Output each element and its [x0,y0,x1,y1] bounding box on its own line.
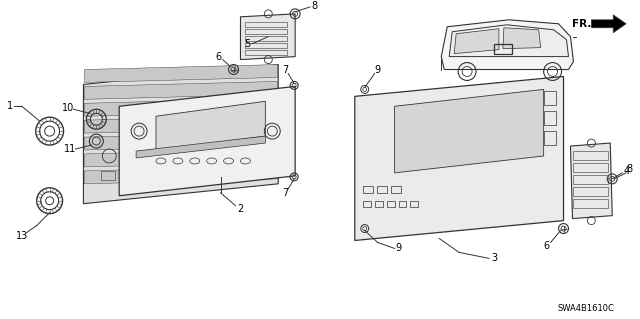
Bar [573,151,608,160]
Text: SWA4B1610C: SWA4B1610C [558,304,615,313]
Text: 7: 7 [282,188,289,198]
Polygon shape [84,115,277,133]
Bar [410,201,419,207]
Polygon shape [355,77,564,241]
Bar [573,199,608,208]
Text: 7: 7 [282,64,289,75]
Bar [246,29,287,34]
Bar [543,131,556,145]
Text: 3: 3 [491,253,497,263]
Polygon shape [591,15,626,33]
Text: 2: 2 [237,204,244,214]
Text: 9: 9 [374,64,381,75]
Text: FR.: FR. [572,19,591,29]
Text: 8: 8 [626,164,632,174]
Polygon shape [570,143,612,219]
Text: 5: 5 [244,39,251,49]
Bar [246,43,287,48]
Polygon shape [84,64,277,82]
Bar [377,186,387,193]
Polygon shape [241,14,295,60]
Polygon shape [84,81,277,99]
Polygon shape [84,98,277,116]
Text: 4: 4 [623,166,629,176]
Polygon shape [454,29,499,54]
Bar [363,201,371,207]
Text: 6: 6 [543,241,550,251]
Polygon shape [136,136,266,158]
Bar [543,91,556,105]
Polygon shape [503,28,541,48]
Bar [101,171,115,180]
Bar [390,186,401,193]
Text: 13: 13 [16,231,28,241]
Text: 10: 10 [62,103,75,113]
Polygon shape [441,20,573,70]
Bar [246,50,287,55]
Polygon shape [84,166,277,184]
Polygon shape [84,132,277,150]
Bar [573,187,608,196]
Bar [363,186,372,193]
Bar [494,44,512,54]
Bar [167,171,181,180]
Polygon shape [394,89,543,173]
Polygon shape [449,25,568,56]
Text: 6: 6 [216,52,221,62]
Polygon shape [156,101,266,151]
Text: 9: 9 [396,243,401,253]
Bar [387,201,394,207]
Text: 11: 11 [65,144,77,154]
Bar [374,201,383,207]
Bar [543,111,556,125]
Polygon shape [83,64,278,204]
Bar [246,22,287,27]
Polygon shape [84,149,277,167]
Bar [145,171,159,180]
Bar [246,36,287,41]
Text: 8: 8 [311,1,317,11]
Bar [573,175,608,184]
Polygon shape [119,86,295,196]
Bar [573,163,608,172]
Bar [123,171,137,180]
Text: 1: 1 [7,101,13,111]
Bar [399,201,406,207]
